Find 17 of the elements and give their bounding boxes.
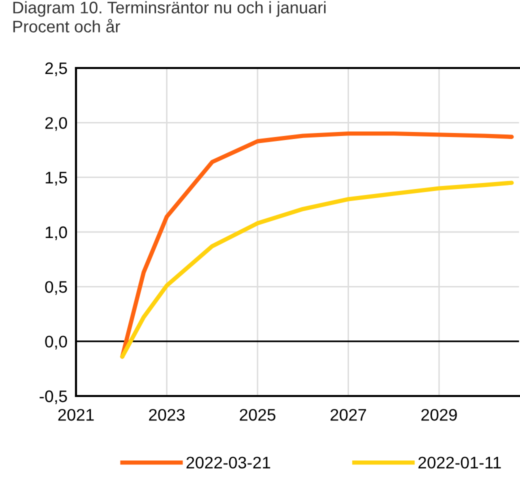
y-tick-label: 1,0 — [46, 226, 68, 240]
y-tick-label: 1,5 — [46, 172, 67, 186]
y-tick-label: 0,0 — [45, 336, 68, 350]
x-tick-label: 2021 — [58, 408, 94, 421]
y-tick-label: 2,5 — [45, 62, 67, 76]
legend-label: 2022-03-21 — [186, 456, 270, 469]
x-tick-label: 2023 — [149, 408, 185, 421]
y-tick-label: 2,0 — [45, 117, 68, 131]
y-tick-label: -0,5 — [40, 390, 67, 404]
x-tick-label: 2029 — [421, 408, 457, 421]
line-series — [120, 180, 514, 359]
y-tick-label: 0,5 — [45, 281, 67, 295]
chart-subtitle: Procent och år — [13, 18, 120, 32]
x-tick-label: 2025 — [240, 408, 276, 421]
chart-title: Diagram 10. Terminsräntor nu och i januari — [13, 1, 326, 17]
legend-label: 2022-01-11 — [418, 456, 501, 469]
x-tick-label: 2027 — [330, 408, 366, 421]
